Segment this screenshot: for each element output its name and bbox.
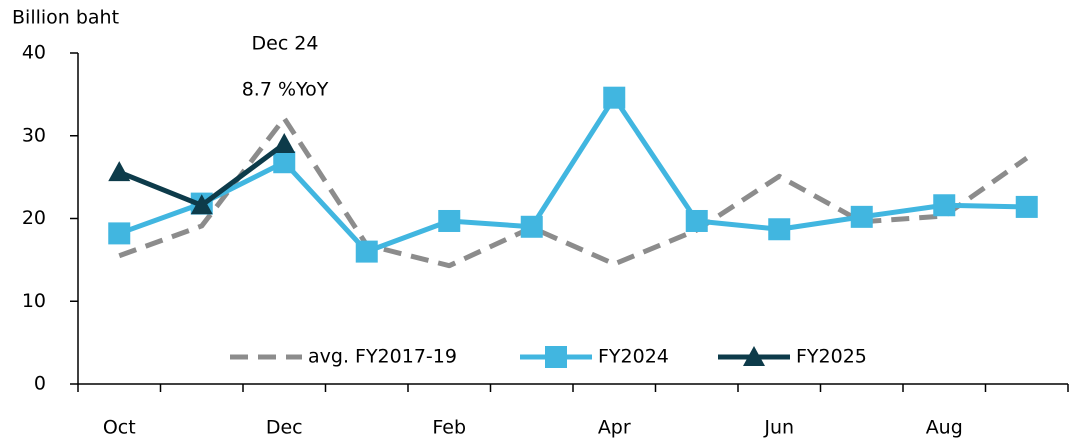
legend-label: avg. FY2017-19 bbox=[308, 346, 457, 368]
x-tick-label: Aug bbox=[926, 417, 963, 439]
y-tick-label: 30 bbox=[22, 124, 46, 146]
data-point bbox=[933, 194, 956, 217]
y-tick-label: 40 bbox=[22, 42, 46, 64]
legend-label: FY2025 bbox=[796, 346, 867, 368]
data-point bbox=[768, 218, 791, 241]
data-point bbox=[850, 205, 873, 228]
x-tick-label: Dec bbox=[266, 417, 303, 439]
annotation: Dec 24 bbox=[252, 33, 319, 55]
data-point bbox=[438, 209, 461, 232]
series-line bbox=[118, 115, 1029, 269]
y-tick-label: 10 bbox=[22, 290, 46, 312]
data-point bbox=[355, 240, 378, 263]
data-point bbox=[190, 194, 213, 215]
y-tick-label: 20 bbox=[22, 207, 46, 229]
data-point bbox=[603, 86, 626, 109]
x-tick-label: Feb bbox=[432, 417, 466, 439]
x-tick-label: Apr bbox=[598, 417, 631, 439]
x-tick-label: Oct bbox=[103, 417, 136, 439]
x-tick-label: Jun bbox=[763, 417, 794, 439]
y-axis-label: Billion baht bbox=[12, 7, 119, 29]
legend-label: FY2024 bbox=[598, 346, 669, 368]
data-point bbox=[520, 215, 543, 238]
legend-marker bbox=[743, 346, 765, 366]
series-line bbox=[118, 95, 1027, 255]
data-point bbox=[273, 133, 296, 154]
data-point bbox=[108, 161, 131, 182]
legend-marker bbox=[545, 346, 567, 368]
data-point bbox=[685, 209, 708, 232]
annotation: 8.7 %YoY bbox=[242, 79, 329, 101]
y-tick-label: 0 bbox=[34, 373, 46, 395]
data-point bbox=[1015, 195, 1038, 218]
data-point bbox=[273, 151, 296, 174]
data-point bbox=[108, 222, 131, 245]
